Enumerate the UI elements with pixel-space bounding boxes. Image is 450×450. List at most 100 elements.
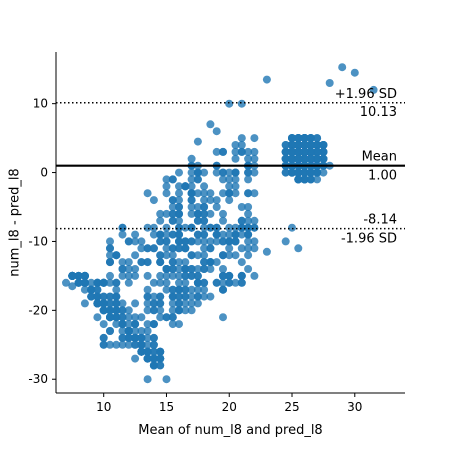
data-point (193, 168, 202, 177)
data-point (175, 189, 183, 198)
data-point (106, 258, 114, 267)
data-point (137, 258, 146, 267)
data-point (200, 278, 209, 287)
data-point (237, 216, 246, 225)
data-point (288, 147, 296, 156)
data-point (118, 333, 127, 342)
data-point (212, 127, 221, 136)
data-point (250, 237, 259, 246)
data-point (193, 278, 202, 287)
data-point (131, 333, 140, 342)
data-point (168, 203, 177, 211)
data-point (87, 292, 96, 301)
data-point (187, 265, 196, 273)
data-point (175, 237, 183, 246)
data-point (106, 292, 114, 301)
data-point (231, 278, 240, 287)
data-point (193, 292, 202, 301)
data-point (143, 327, 152, 335)
data-point (118, 340, 127, 349)
data-point (99, 292, 108, 301)
data-point (162, 278, 171, 287)
data-point (225, 99, 234, 108)
data-point (156, 278, 165, 287)
data-point (237, 223, 246, 232)
data-point (124, 333, 133, 342)
data-point (175, 209, 183, 218)
data-point (231, 230, 240, 239)
data-point (300, 154, 309, 163)
data-point (175, 278, 183, 287)
data-point (200, 189, 209, 198)
data-point (206, 120, 215, 129)
data-point (313, 141, 322, 149)
data-point (187, 209, 196, 218)
data-point (106, 237, 114, 246)
data-point (168, 292, 177, 301)
data-point (149, 340, 158, 349)
lower-limit-label: -1.96 SD (341, 232, 397, 247)
data-point (219, 313, 227, 322)
data-point (219, 278, 227, 287)
data-point (219, 237, 227, 246)
data-point (149, 244, 158, 253)
data-point (193, 271, 202, 280)
data-point (206, 223, 215, 232)
data-point (237, 99, 246, 108)
data-point (106, 327, 114, 335)
data-point (99, 333, 108, 342)
data-point (237, 244, 246, 253)
data-point (118, 313, 127, 322)
data-point (231, 147, 240, 156)
data-point (143, 299, 152, 308)
x-tick-label: 30 (347, 400, 362, 414)
scatter-points (62, 63, 378, 384)
data-point (219, 271, 227, 280)
mean-value: 1.00 (368, 169, 397, 184)
data-point (112, 278, 121, 287)
lower-limit-value: -8.14 (363, 213, 397, 228)
data-point (288, 134, 296, 143)
data-point (149, 361, 158, 370)
data-point (168, 230, 177, 239)
data-point (162, 313, 171, 322)
data-point (131, 230, 140, 239)
data-point (193, 230, 202, 239)
data-point (237, 147, 246, 156)
data-point (162, 209, 171, 218)
data-point (237, 230, 246, 239)
data-point (219, 189, 227, 198)
data-point (206, 244, 215, 253)
data-point (74, 278, 83, 287)
data-point (181, 299, 190, 308)
data-point (200, 203, 209, 211)
data-point (99, 299, 108, 308)
data-point (99, 320, 108, 329)
data-point (187, 237, 196, 246)
data-point (143, 375, 152, 384)
data-point (131, 265, 140, 273)
data-point (187, 154, 196, 163)
data-point (131, 313, 140, 322)
data-point (124, 306, 133, 315)
data-point (156, 347, 165, 356)
data-point (219, 251, 227, 260)
data-point (175, 203, 183, 211)
data-point (244, 147, 253, 156)
data-point (156, 271, 165, 280)
data-point (200, 168, 209, 177)
data-point (168, 306, 177, 315)
data-point (168, 244, 177, 253)
data-point (193, 175, 202, 184)
y-tick-label: -30 (28, 372, 48, 386)
data-point (162, 237, 171, 246)
data-point (187, 196, 196, 205)
data-point (225, 278, 234, 287)
data-point (137, 340, 146, 349)
data-point (250, 223, 259, 232)
data-point (156, 313, 165, 322)
data-point (112, 320, 121, 329)
data-point (338, 63, 347, 72)
data-point (181, 271, 190, 280)
data-point (306, 154, 315, 163)
